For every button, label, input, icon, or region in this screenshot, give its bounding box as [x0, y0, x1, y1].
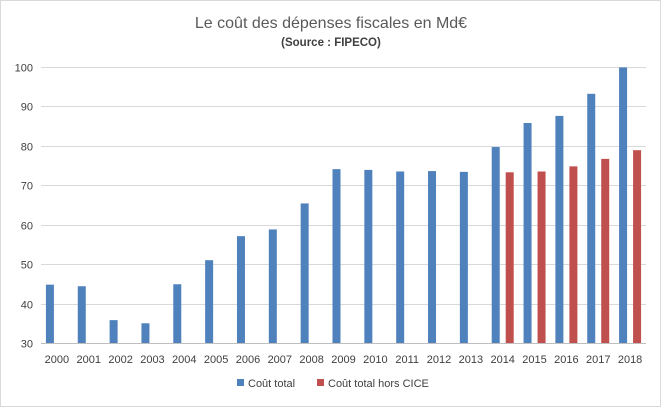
legend: Coût total Coût total hors CICE: [237, 378, 429, 390]
gridlines: [41, 67, 646, 344]
x-tick-label: 2018: [618, 354, 642, 366]
y-tick-label: 100: [15, 63, 33, 75]
x-tick-label: 2010: [363, 354, 387, 366]
x-tick-label: 2006: [236, 354, 260, 366]
bar-cout-total: [205, 260, 214, 343]
legend-swatch: [317, 379, 324, 386]
bar-cout-total: [45, 284, 54, 343]
x-tick-label: 2014: [490, 354, 514, 366]
bar-cout-hors-cice: [505, 172, 514, 343]
y-tick-label: 70: [21, 181, 33, 193]
y-tick-label: 50: [21, 260, 33, 272]
bar-cout-total: [587, 93, 596, 343]
legend-label: Coût total hors CICE: [328, 378, 429, 390]
x-axis-ticks: 2000 2001 2002 2003 2004 2005 2006 2007 2008 2009…: [45, 354, 643, 366]
bar-cout-total: [77, 286, 86, 343]
legend-label: Coût total: [248, 378, 295, 390]
bar-cout-total: [396, 171, 405, 343]
y-tick-label: 80: [21, 142, 33, 154]
bar-cout-total: [141, 323, 150, 343]
bar-cout-total: [459, 171, 468, 343]
x-tick-label: 2005: [204, 354, 228, 366]
bar-cout-total: [491, 147, 500, 343]
chart-title: Le coût des dépenses fiscales en Md€: [195, 15, 467, 32]
bar-cout-hors-cice: [537, 171, 546, 343]
x-tick-label: 2007: [268, 354, 292, 366]
bars: [45, 67, 642, 344]
x-tick-label: 2015: [522, 354, 546, 366]
y-tick-label: 60: [21, 221, 33, 233]
x-tick-label: 2001: [77, 354, 101, 366]
bar-cout-total: [332, 169, 341, 343]
bar-cout-total: [619, 67, 628, 343]
x-tick-label: 2017: [586, 354, 610, 366]
bar-cout-total: [173, 284, 182, 343]
x-tick-label: 2016: [554, 354, 578, 366]
bar-cout-total: [523, 122, 532, 343]
legend-swatch: [237, 379, 244, 386]
x-tick-label: 2002: [108, 354, 132, 366]
bar-cout-total: [236, 236, 245, 343]
bar-cout-hors-cice: [601, 158, 610, 343]
bar-cout-total: [268, 229, 277, 343]
bar-cout-total: [364, 169, 373, 343]
y-tick-label: 90: [21, 102, 33, 114]
bar-cout-total: [555, 115, 564, 344]
x-tick-label: 2003: [140, 354, 164, 366]
chart-subtitle: (Source : FIPECO): [281, 37, 381, 49]
y-tick-label: 30: [21, 339, 33, 351]
x-tick-label: 2011: [395, 354, 419, 366]
x-tick-label: 2008: [299, 354, 323, 366]
x-tick-label: 2013: [459, 354, 483, 366]
y-tick-label: 40: [21, 300, 33, 312]
y-axis-ticks: 30 40 50 60 70 80 90 100: [15, 63, 33, 351]
bar-cout-hors-cice: [569, 166, 578, 343]
x-tick-label: 2009: [331, 354, 355, 366]
x-tick-label: 2012: [427, 354, 451, 366]
bar-cout-total: [428, 171, 437, 343]
x-tick-label: 2000: [45, 354, 69, 366]
bar-cout-hors-cice: [633, 150, 642, 343]
bar-cout-total: [300, 203, 309, 343]
x-tick-label: 2004: [172, 354, 196, 366]
bar-cout-total: [109, 320, 118, 343]
